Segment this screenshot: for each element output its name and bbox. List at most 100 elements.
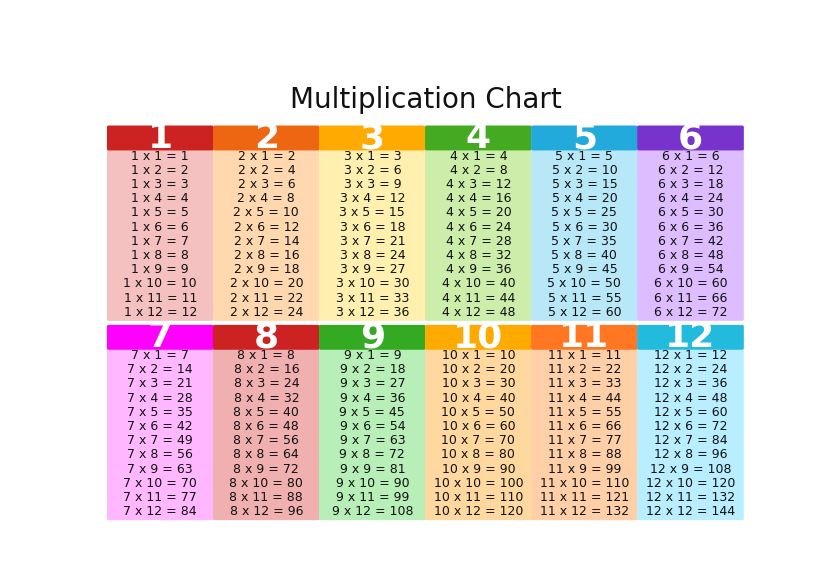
Text: 12 x 5 = 60: 12 x 5 = 60	[654, 406, 727, 419]
FancyBboxPatch shape	[425, 325, 532, 520]
Text: 1 x 10 = 10: 1 x 10 = 10	[124, 278, 197, 291]
Text: 7 x 5 = 35: 7 x 5 = 35	[127, 406, 193, 419]
Text: 4 x 5 = 20: 4 x 5 = 20	[446, 207, 511, 220]
Text: 12 x 8 = 96: 12 x 8 = 96	[654, 448, 727, 461]
Text: 5 x 10 = 50: 5 x 10 = 50	[548, 278, 622, 291]
Text: 11 x 12 = 132: 11 x 12 = 132	[540, 505, 629, 518]
Text: 8 x 12 = 96: 8 x 12 = 96	[230, 505, 303, 518]
Text: 1: 1	[148, 121, 173, 155]
FancyBboxPatch shape	[107, 126, 213, 150]
Text: 8 x 6 = 48: 8 x 6 = 48	[233, 420, 299, 433]
Text: 9 x 7 = 63: 9 x 7 = 63	[339, 434, 405, 447]
Text: 9 x 8 = 72: 9 x 8 = 72	[339, 448, 405, 461]
FancyBboxPatch shape	[531, 126, 637, 321]
Text: 10 x 5 = 50: 10 x 5 = 50	[442, 406, 515, 419]
Text: 10 x 2 = 20: 10 x 2 = 20	[442, 363, 515, 376]
Text: 9 x 5 = 45: 9 x 5 = 45	[339, 406, 405, 419]
Text: 7 x 8 = 56: 7 x 8 = 56	[127, 448, 193, 461]
Text: 3: 3	[359, 121, 385, 155]
Text: 1 x 8 = 8: 1 x 8 = 8	[131, 249, 189, 262]
Text: 6 x 10 = 60: 6 x 10 = 60	[654, 278, 727, 291]
Text: 11: 11	[559, 321, 609, 355]
Text: 1 x 1 = 1: 1 x 1 = 1	[131, 150, 189, 163]
Text: 11 x 1 = 11: 11 x 1 = 11	[548, 349, 621, 362]
Text: 2 x 12 = 24: 2 x 12 = 24	[230, 306, 303, 319]
Text: 9 x 2 = 18: 9 x 2 = 18	[339, 363, 405, 376]
Text: 11 x 2 = 22: 11 x 2 = 22	[548, 363, 621, 376]
Text: 9 x 11 = 99: 9 x 11 = 99	[335, 491, 409, 504]
Text: 6: 6	[678, 121, 703, 155]
Text: 9 x 1 = 9: 9 x 1 = 9	[344, 349, 401, 362]
Text: 7 x 3 = 21: 7 x 3 = 21	[128, 377, 193, 390]
FancyBboxPatch shape	[319, 126, 426, 321]
Text: 7 x 10 = 70: 7 x 10 = 70	[124, 477, 198, 490]
Text: 9 x 6 = 54: 9 x 6 = 54	[339, 420, 405, 433]
FancyBboxPatch shape	[319, 325, 426, 520]
Text: 4 x 6 = 24: 4 x 6 = 24	[446, 221, 511, 234]
Text: 8 x 11 = 88: 8 x 11 = 88	[229, 491, 303, 504]
Text: 5 x 8 = 40: 5 x 8 = 40	[551, 249, 618, 262]
Text: 10 x 8 = 80: 10 x 8 = 80	[442, 448, 515, 461]
Text: 9 x 3 = 27: 9 x 3 = 27	[339, 377, 405, 390]
FancyBboxPatch shape	[319, 126, 426, 150]
Text: 8 x 7 = 56: 8 x 7 = 56	[233, 434, 300, 447]
Text: 3 x 3 = 9: 3 x 3 = 9	[344, 178, 401, 191]
Text: 5 x 6 = 30: 5 x 6 = 30	[552, 221, 618, 234]
Text: 4 x 10 = 40: 4 x 10 = 40	[442, 278, 515, 291]
Text: 6 x 8 = 48: 6 x 8 = 48	[657, 249, 723, 262]
Text: 5: 5	[572, 121, 597, 155]
Text: 6 x 11 = 66: 6 x 11 = 66	[654, 292, 727, 305]
Text: 5 x 11 = 55: 5 x 11 = 55	[548, 292, 622, 305]
Text: 3 x 9 = 27: 3 x 9 = 27	[339, 264, 405, 276]
Text: 4 x 12 = 48: 4 x 12 = 48	[442, 306, 515, 319]
Text: 2 x 5 = 10: 2 x 5 = 10	[233, 207, 299, 220]
Text: 11 x 6 = 66: 11 x 6 = 66	[548, 420, 621, 433]
FancyBboxPatch shape	[531, 126, 637, 150]
Text: 10: 10	[453, 321, 504, 355]
Text: 11 x 11 = 121: 11 x 11 = 121	[540, 491, 629, 504]
Text: 7 x 9 = 63: 7 x 9 = 63	[128, 463, 193, 475]
Text: 6 x 7 = 42: 6 x 7 = 42	[657, 235, 723, 248]
Text: 6 x 5 = 30: 6 x 5 = 30	[657, 207, 723, 220]
Text: 10 x 3 = 30: 10 x 3 = 30	[442, 377, 515, 390]
Text: 8 x 9 = 72: 8 x 9 = 72	[233, 463, 299, 475]
Text: 5 x 12 = 60: 5 x 12 = 60	[548, 306, 621, 319]
Text: 5 x 1 = 5: 5 x 1 = 5	[555, 150, 613, 163]
Text: 10 x 9 = 90: 10 x 9 = 90	[442, 463, 515, 475]
Text: 1 x 3 = 3: 1 x 3 = 3	[131, 178, 189, 191]
Text: 7: 7	[148, 321, 173, 355]
FancyBboxPatch shape	[213, 126, 320, 150]
Text: 3 x 1 = 3: 3 x 1 = 3	[344, 150, 401, 163]
Text: 12 x 4 = 48: 12 x 4 = 48	[654, 392, 727, 404]
Text: 5 x 2 = 10: 5 x 2 = 10	[552, 164, 618, 177]
Text: 11 x 7 = 77: 11 x 7 = 77	[548, 434, 622, 447]
Text: 11 x 8 = 88: 11 x 8 = 88	[548, 448, 622, 461]
Text: 12 x 1 = 12: 12 x 1 = 12	[654, 349, 727, 362]
Text: 2 x 2 = 4: 2 x 2 = 4	[237, 164, 295, 177]
Text: 2 x 9 = 18: 2 x 9 = 18	[233, 264, 299, 276]
Text: 12 x 2 = 24: 12 x 2 = 24	[654, 363, 727, 376]
Text: 4 x 9 = 36: 4 x 9 = 36	[446, 264, 511, 276]
Text: 8 x 8 = 64: 8 x 8 = 64	[233, 448, 299, 461]
Text: 10 x 6 = 60: 10 x 6 = 60	[442, 420, 515, 433]
Text: 1 x 11 = 11: 1 x 11 = 11	[124, 292, 197, 305]
Text: 2 x 1 = 2: 2 x 1 = 2	[237, 150, 295, 163]
FancyBboxPatch shape	[425, 325, 532, 350]
FancyBboxPatch shape	[531, 325, 637, 350]
Text: 7 x 12 = 84: 7 x 12 = 84	[124, 505, 197, 518]
Text: 4 x 4 = 16: 4 x 4 = 16	[446, 193, 511, 205]
Text: 9 x 12 = 108: 9 x 12 = 108	[332, 505, 413, 518]
Text: 12 x 9 = 108: 12 x 9 = 108	[650, 463, 731, 475]
Text: 3 x 10 = 30: 3 x 10 = 30	[335, 278, 409, 291]
Text: 6 x 1 = 6: 6 x 1 = 6	[662, 150, 720, 163]
Text: 12: 12	[666, 321, 715, 355]
Text: 5 x 7 = 35: 5 x 7 = 35	[551, 235, 618, 248]
Text: 7 x 6 = 42: 7 x 6 = 42	[128, 420, 193, 433]
FancyBboxPatch shape	[107, 325, 213, 520]
Text: 12 x 7 = 84: 12 x 7 = 84	[654, 434, 727, 447]
Text: 9: 9	[359, 321, 385, 355]
Text: 8 x 1 = 8: 8 x 1 = 8	[237, 349, 295, 362]
Text: 7 x 2 = 14: 7 x 2 = 14	[128, 363, 193, 376]
Text: 12 x 3 = 36: 12 x 3 = 36	[654, 377, 727, 390]
Text: 2 x 7 = 14: 2 x 7 = 14	[233, 235, 299, 248]
